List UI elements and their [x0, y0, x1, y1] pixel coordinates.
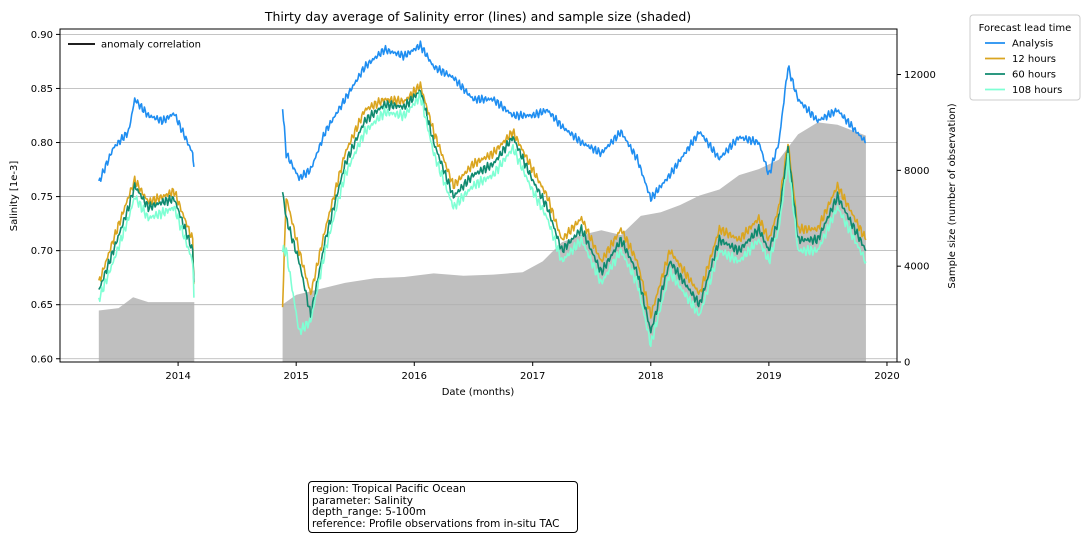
y-tick-label: 0.75: [31, 192, 53, 203]
y-tick-label: 0.60: [31, 354, 53, 365]
y-tick-label: 0.70: [31, 246, 53, 257]
legend-label-108-hours: 108 hours: [1012, 85, 1062, 96]
series-line-108-hours: [98, 91, 867, 348]
x-tick-label: 2016: [402, 371, 427, 382]
x-tick-label: 2019: [756, 371, 781, 382]
legend-anomaly-correlation-label: anomaly correlation: [101, 40, 201, 51]
series-line-60-hours: [98, 89, 867, 334]
y-tick-label: 0.90: [31, 30, 53, 41]
sample-size-area-1: [98, 297, 195, 362]
legend-title: Forecast lead time: [979, 23, 1072, 34]
y-axis-right-ticks: 0 4000 8000 12000: [897, 70, 936, 369]
legend-label-analysis: Analysis: [1012, 39, 1053, 50]
y-axis-right-label: Sample size (number of observation): [947, 103, 958, 288]
series-line-analysis: [98, 40, 866, 202]
y-axis-label: Salinity [1e-3]: [9, 161, 20, 232]
legend-label-60-hours: 60 hours: [1012, 70, 1056, 81]
y-right-tick-label: 8000: [904, 166, 929, 177]
info-region: region: Tropical Pacific Ocean: [312, 483, 466, 495]
x-axis-ticks: 2014 2015 2016 2017 2018 2019 2020: [165, 362, 900, 382]
info-parameter: parameter: Salinity: [312, 494, 413, 507]
legend-anomaly-correlation: anomaly correlation: [68, 40, 201, 51]
legend-forecast-lead-time: Forecast lead time Analysis 12 hours 60 ho…: [969, 14, 1081, 101]
legend-box: [969, 14, 1081, 101]
gridlines: [60, 34, 897, 360]
x-tick-label: 2020: [874, 371, 899, 382]
y-right-tick-label: 12000: [904, 70, 936, 81]
y-tick-label: 0.65: [31, 300, 53, 311]
info-reference: reference: Profile observations from in-…: [312, 517, 560, 530]
series-layer: [98, 40, 867, 348]
x-tick-label: 2015: [283, 371, 308, 382]
chart-title: Thirty day average of Salinity error (li…: [264, 9, 691, 24]
info-depth-range: depth_range: 5-100m: [312, 506, 426, 518]
y-right-tick-label: 0: [904, 358, 910, 369]
plot-frame: [59, 28, 898, 363]
series-line-12-hours: [98, 81, 867, 319]
x-axis-label: Date (months): [442, 387, 515, 398]
y-tick-label: 0.80: [31, 138, 53, 149]
info-box: region: Tropical Pacific Ocean parameter…: [308, 481, 578, 533]
y-tick-label: 0.85: [31, 84, 53, 95]
x-tick-label: 2018: [638, 371, 663, 382]
y-right-tick-label: 4000: [904, 262, 929, 273]
x-tick-label: 2017: [520, 371, 545, 382]
x-tick-label: 2014: [165, 371, 190, 382]
y-axis-ticks: 0.60 0.65 0.70 0.75 0.80 0.85 0.90: [31, 30, 60, 365]
legend-label-12-hours: 12 hours: [1012, 54, 1056, 65]
